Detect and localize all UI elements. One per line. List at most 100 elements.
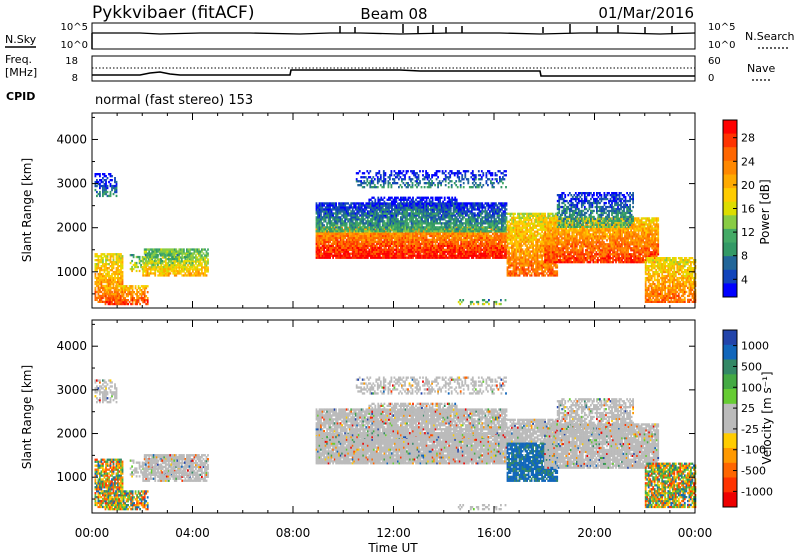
power-cell [482, 230, 485, 233]
power-cell [460, 256, 463, 259]
power-cell [493, 214, 496, 217]
power-cell [348, 256, 351, 259]
power-cell [138, 261, 141, 265]
power-cell [146, 254, 149, 257]
power-cell [436, 220, 438, 223]
power-cell [336, 238, 339, 241]
power-cell [374, 236, 377, 240]
power-cell [104, 289, 107, 292]
power-cell [329, 248, 331, 251]
power-cell [120, 263, 122, 266]
sky-right-tick-top: 10^5 [708, 22, 735, 33]
power-cell [490, 218, 493, 221]
power-cell [159, 267, 162, 271]
power-cell [391, 234, 393, 238]
power-cell [351, 256, 354, 259]
power-cell [407, 198, 410, 201]
power-cell [460, 220, 463, 223]
power-cell [317, 244, 319, 247]
power-cell [143, 299, 146, 302]
power-cell [464, 232, 467, 236]
power-cell [341, 254, 343, 257]
power-cell [449, 254, 452, 257]
power-cell [421, 246, 423, 249]
power-cell [149, 261, 152, 265]
power-cell [179, 261, 182, 265]
power-cell [173, 260, 176, 263]
power-cell [327, 230, 330, 234]
power-cell [502, 210, 505, 213]
power-cell [400, 248, 402, 251]
power-cell [102, 286, 104, 290]
power-cell [449, 224, 452, 227]
power-cell [354, 234, 357, 238]
power-cell [385, 252, 387, 255]
power-cell [196, 266, 199, 269]
power-cell [430, 244, 432, 247]
power-cell [401, 218, 404, 221]
power-cell [113, 291, 116, 294]
power-cell [100, 272, 103, 276]
power-cell [383, 230, 386, 233]
power-cell [388, 254, 390, 257]
power-cell [344, 244, 347, 247]
power-cell [149, 252, 152, 255]
power-cell [404, 252, 407, 255]
power-cell [461, 218, 464, 221]
power-cell [389, 256, 392, 259]
power-cell [482, 234, 485, 238]
power-cell [182, 261, 185, 265]
power-cell [99, 282, 101, 286]
power-cell [427, 244, 429, 247]
power-cell [207, 252, 209, 255]
power-cell [356, 244, 359, 247]
power-cell [131, 297, 134, 300]
power-cell [374, 254, 377, 257]
power-cell [94, 265, 97, 268]
power-cell [436, 256, 438, 259]
power-cell [448, 250, 451, 253]
power-cell [326, 256, 328, 259]
power-cell [332, 232, 334, 236]
power-cell [317, 242, 319, 245]
power-cell [448, 248, 451, 251]
power-cell [198, 262, 200, 265]
power-cell [389, 242, 392, 245]
power-cell [164, 268, 167, 271]
power-cell [466, 240, 469, 243]
power-cell [397, 232, 399, 236]
power-cell [406, 234, 408, 238]
power-cell [461, 252, 464, 255]
power-cell [133, 291, 135, 294]
power-cell [141, 257, 144, 261]
power-cell [119, 291, 122, 294]
power-cell [342, 246, 345, 249]
power-cell [504, 242, 506, 245]
power-cell [190, 256, 193, 259]
power-cell [457, 234, 460, 238]
power-cell [205, 250, 208, 253]
power-cell [100, 300, 103, 303]
power-cell [365, 242, 368, 245]
sky-right-tick-bottom: 10^0 [708, 40, 735, 51]
power-cell [112, 263, 115, 266]
power-cell [321, 224, 324, 227]
power-cell [434, 256, 437, 259]
power-cell [404, 238, 407, 241]
power-cell [201, 248, 203, 251]
power-cell [440, 248, 443, 251]
power-cell [422, 220, 425, 223]
power-cell [440, 236, 443, 240]
power-cell [388, 250, 390, 253]
power-cell [412, 244, 414, 247]
power-cell [342, 234, 345, 238]
power-cell [460, 250, 463, 253]
power-cell [134, 265, 136, 269]
power-cell [143, 300, 146, 304]
power-cell [357, 250, 360, 253]
radar-title: Pykkvibaer (fitACF) [92, 3, 254, 23]
power-cell [463, 232, 466, 236]
power-cell [369, 210, 372, 213]
power-cell [121, 288, 124, 292]
power-cell [351, 248, 354, 251]
